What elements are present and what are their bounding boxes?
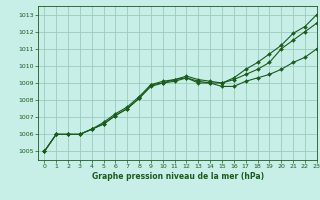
X-axis label: Graphe pression niveau de la mer (hPa): Graphe pression niveau de la mer (hPa) xyxy=(92,172,264,181)
